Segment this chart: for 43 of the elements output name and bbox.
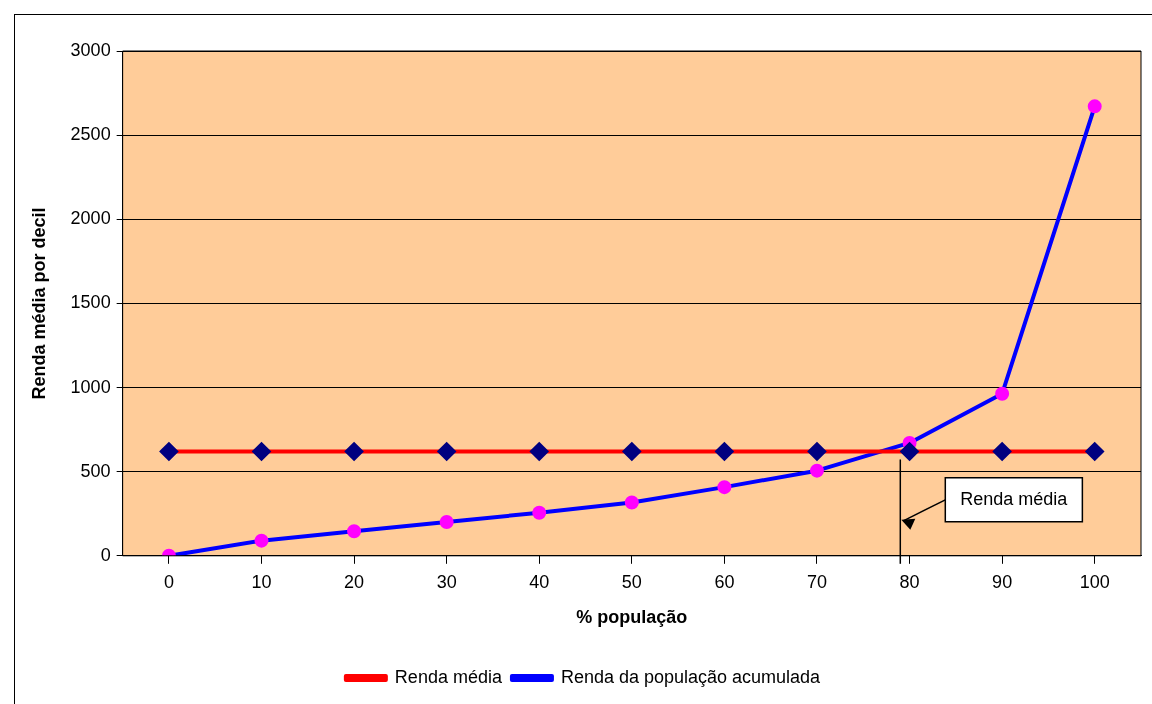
y-tick-label: 3000 xyxy=(70,39,111,60)
x-tick-label: 0 xyxy=(163,571,174,592)
point xyxy=(1087,99,1102,114)
point xyxy=(715,442,734,461)
x-tick-label: 80 xyxy=(899,571,920,592)
point xyxy=(622,442,641,461)
x-tick-label: 30 xyxy=(436,571,457,592)
point xyxy=(807,442,826,461)
point xyxy=(809,463,824,478)
x-tick-label: 100 xyxy=(1079,571,1110,592)
y-tick-label: 2500 xyxy=(70,124,111,145)
point xyxy=(530,442,549,461)
x-tick-label: 70 xyxy=(806,571,827,592)
ref-line-label: Renda média xyxy=(960,488,1069,509)
point xyxy=(254,533,269,548)
x-tick-label: 50 xyxy=(621,571,642,592)
y-tick-label: 0 xyxy=(100,544,111,565)
x-tick-label: 10 xyxy=(251,571,272,592)
x-tick-label: 20 xyxy=(344,571,365,592)
point xyxy=(1085,442,1104,461)
y-tick-label: 1500 xyxy=(70,292,111,313)
point xyxy=(252,442,271,461)
point xyxy=(993,442,1012,461)
point xyxy=(439,514,454,529)
point xyxy=(995,386,1010,401)
y-tick-label: 500 xyxy=(80,460,111,481)
point xyxy=(624,495,639,510)
x-tick-label: 90 xyxy=(992,571,1013,592)
x-tick-label: 40 xyxy=(529,571,550,592)
point xyxy=(900,442,919,461)
point xyxy=(717,480,732,495)
point xyxy=(159,442,178,461)
point xyxy=(437,442,456,461)
legend-label: Renda da população acumulada xyxy=(560,666,822,687)
point xyxy=(532,505,547,520)
legend-label: Renda média xyxy=(394,666,503,687)
y-tick-label: 2000 xyxy=(70,208,111,229)
point xyxy=(347,524,362,539)
x-axis-title: % população xyxy=(576,607,688,628)
y-axis-title: Renda média por decil xyxy=(28,207,49,400)
y-tick-label: 1000 xyxy=(70,376,111,397)
point xyxy=(345,442,364,461)
x-tick-label: 60 xyxy=(714,571,735,592)
